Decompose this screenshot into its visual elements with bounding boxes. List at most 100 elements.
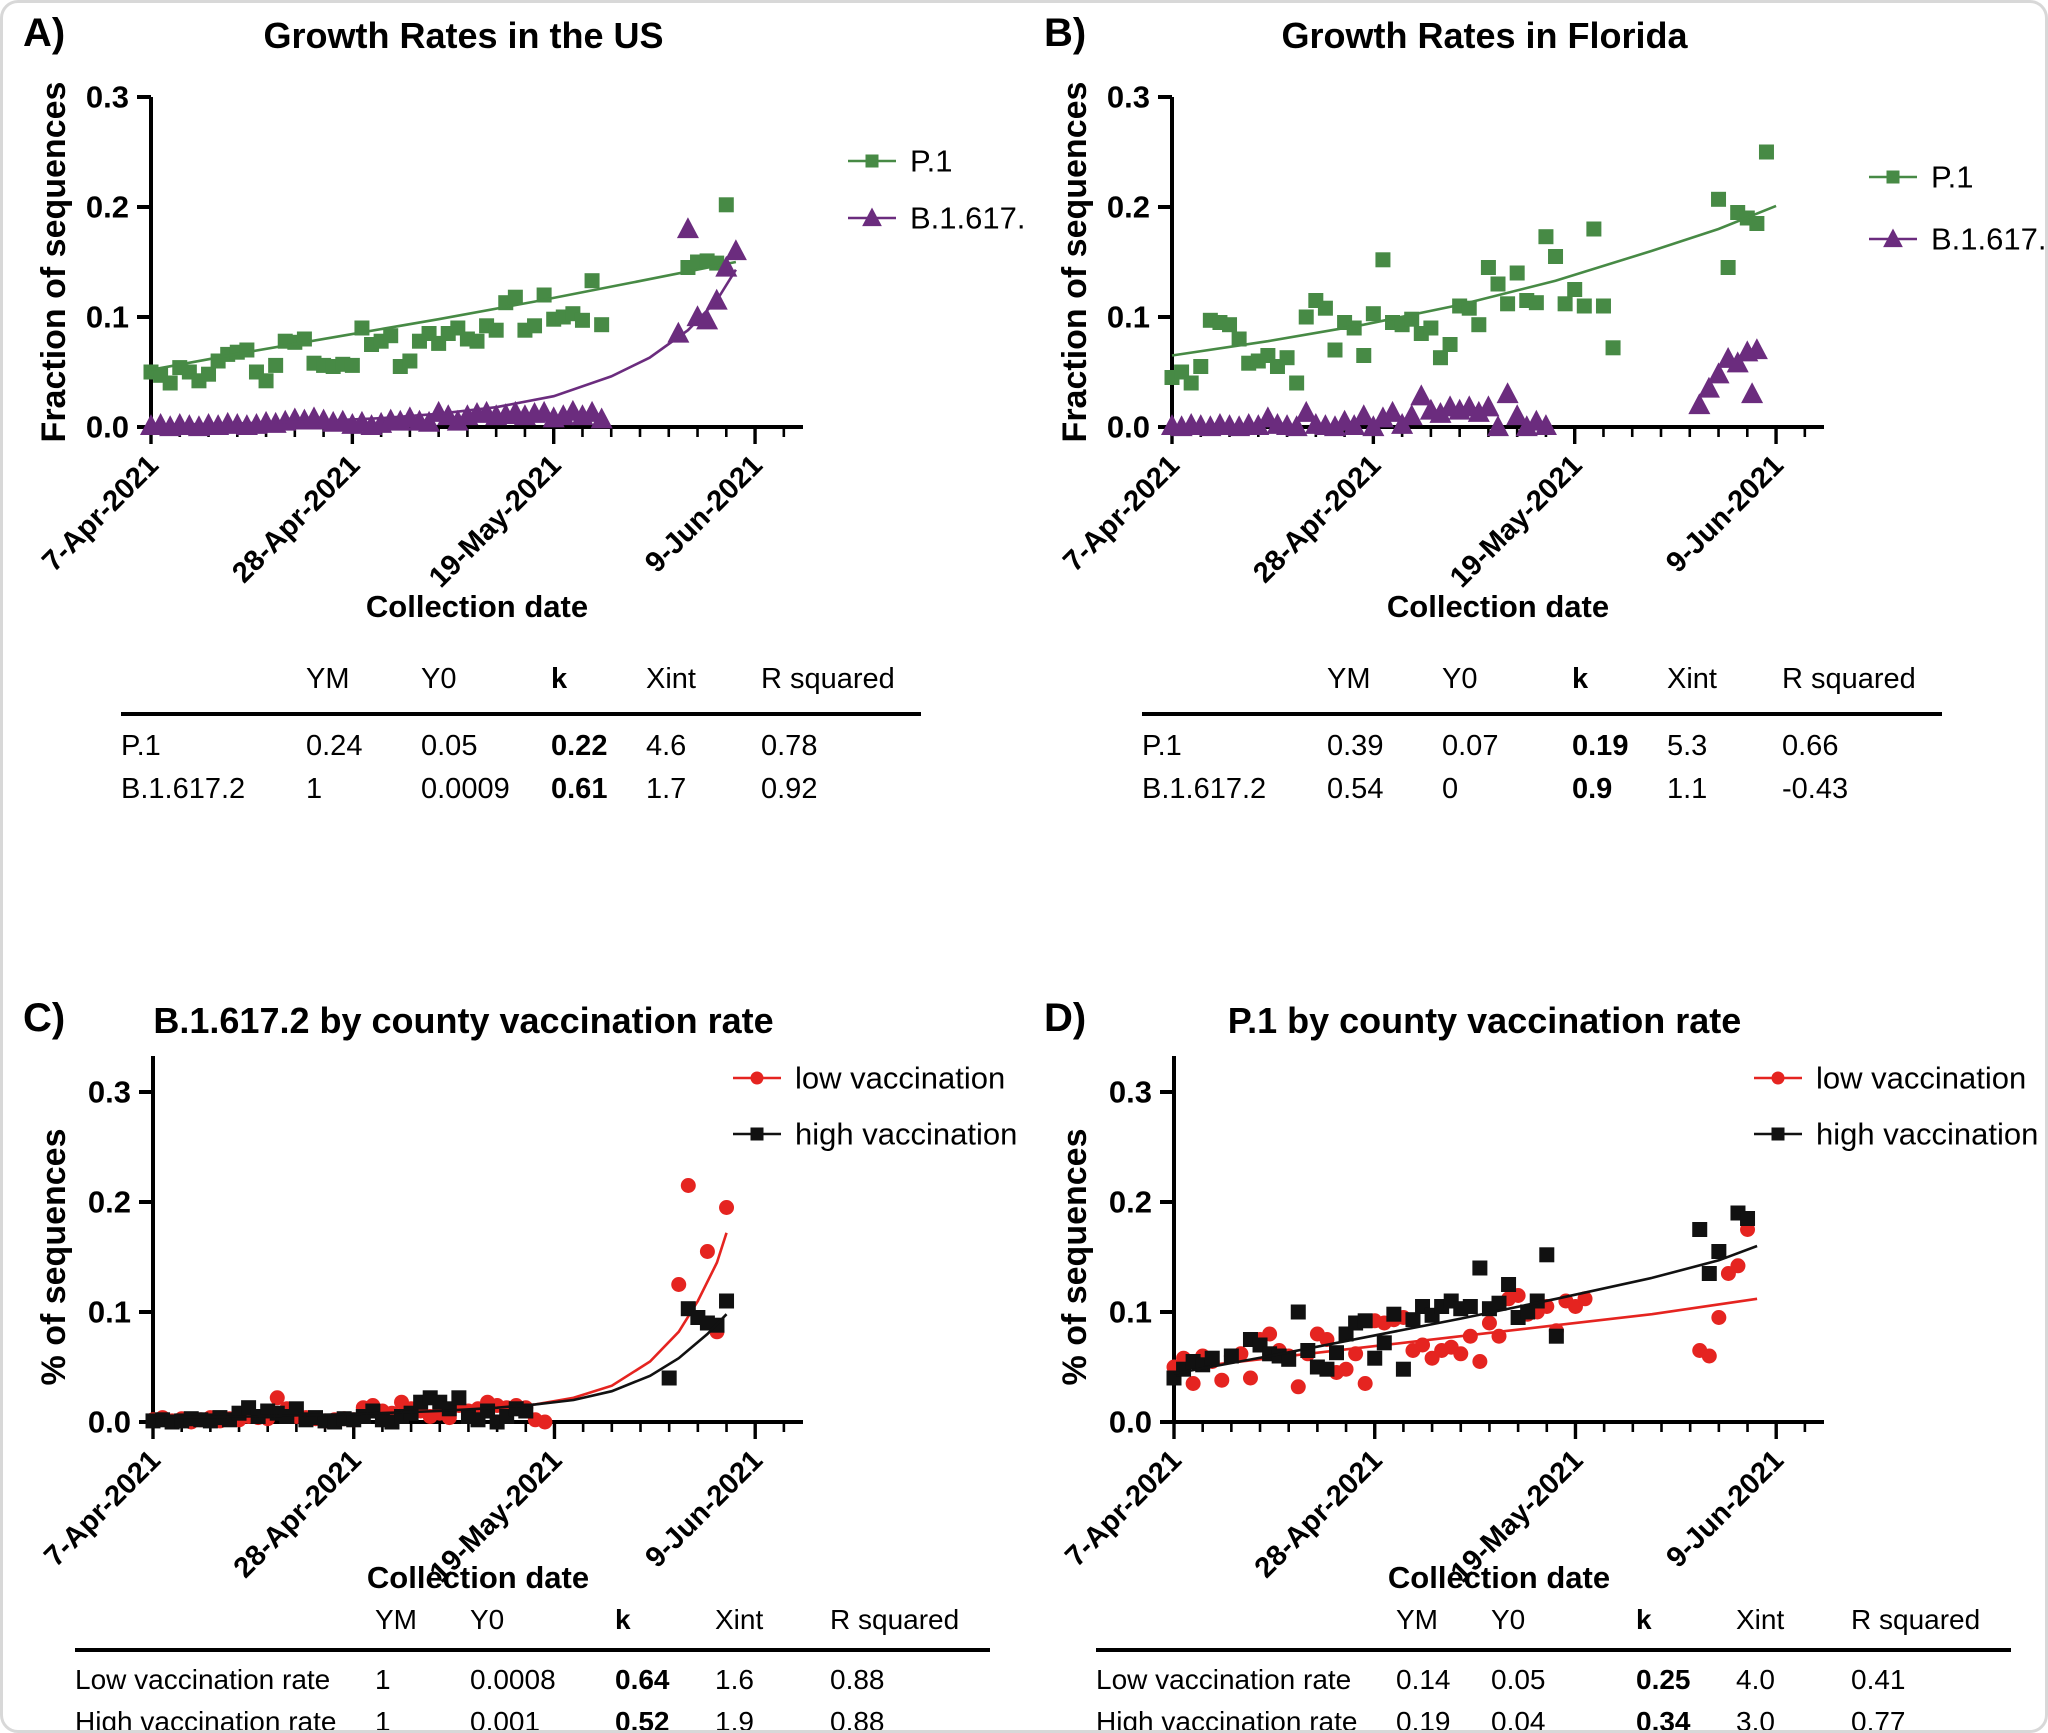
x-tick-label: 7-Apr-2021 bbox=[1059, 1444, 1188, 1573]
panel-a: A) Growth Rates in the US 0.0 0.1 0.2 0.3 7-… bbox=[3, 3, 1024, 988]
square-marker bbox=[1386, 1306, 1402, 1322]
stats-row-label: B.1.617.2 bbox=[121, 773, 246, 805]
square-marker bbox=[719, 1293, 735, 1309]
square-marker bbox=[1548, 1328, 1564, 1344]
square-marker bbox=[1509, 265, 1525, 281]
square-marker bbox=[1771, 1127, 1785, 1141]
stats-value: 1 bbox=[375, 1664, 391, 1695]
stats-header-xint: Xint bbox=[1667, 663, 1717, 695]
chart-growth-rates-us: 0.0 0.1 0.2 0.3 7-Apr-2021 28-Apr-2021 19-May-… bbox=[35, 80, 1024, 625]
stats-value: 1 bbox=[375, 1706, 391, 1733]
y-tick-label: 0.1 bbox=[1109, 1295, 1152, 1330]
square-marker bbox=[1720, 260, 1736, 275]
square-marker bbox=[1317, 300, 1333, 316]
square-marker bbox=[1365, 306, 1381, 322]
panel-b: B) Growth Rates in Florida 0.0 0.1 0.2 0.3 7… bbox=[1024, 3, 2045, 988]
triangle-marker bbox=[1429, 402, 1452, 423]
square-marker bbox=[1567, 282, 1583, 297]
circle-marker bbox=[719, 1200, 735, 1215]
fit-line bbox=[152, 1232, 728, 1420]
y-axis-title: Fraction of sequences bbox=[35, 82, 73, 443]
square-marker bbox=[201, 366, 217, 382]
circle-marker bbox=[1771, 1071, 1785, 1085]
square-marker bbox=[1500, 296, 1516, 312]
stats-header-empty bbox=[75, 1604, 375, 1650]
triangle-marker bbox=[1745, 338, 1768, 360]
square-marker bbox=[1749, 216, 1765, 231]
stats-header-k: k bbox=[615, 1604, 631, 1635]
square-marker bbox=[1711, 191, 1727, 207]
legend-label: B.1.617.2 bbox=[1931, 222, 2045, 257]
y-tick-label: 0.0 bbox=[86, 410, 129, 445]
triangle-marker bbox=[1477, 395, 1500, 417]
square-marker bbox=[1279, 350, 1295, 366]
circle-marker bbox=[1711, 1310, 1727, 1325]
panel-b-head: B) Growth Rates in Florida bbox=[1024, 3, 2045, 57]
square-marker bbox=[1432, 350, 1448, 366]
triangle-marker bbox=[1726, 351, 1749, 373]
stats-table: YM Y0 k Xint R squared Low vaccination rate 1 0… bbox=[75, 1604, 990, 1733]
x-tick-label: 7-Apr-2021 bbox=[38, 1444, 167, 1573]
triangle-marker bbox=[1467, 400, 1490, 422]
circle-marker bbox=[750, 1071, 764, 1085]
stats-value: 0.07 bbox=[1442, 730, 1499, 762]
stats-value: 0.88 bbox=[830, 1706, 885, 1733]
x-axis-title: Collection date bbox=[367, 1560, 589, 1595]
stats-row-label: P.1 bbox=[1142, 730, 1182, 762]
stats-value: 1.9 bbox=[715, 1706, 754, 1733]
y-tick-label: 0.1 bbox=[88, 1295, 131, 1330]
triangle-marker bbox=[715, 255, 738, 277]
square-marker bbox=[268, 357, 284, 373]
square-marker bbox=[865, 154, 879, 168]
stats-value: 1.1 bbox=[1667, 773, 1708, 805]
stats-header-ym: YM bbox=[1327, 663, 1371, 695]
square-marker bbox=[1183, 375, 1199, 391]
x-tick-label: 19-May-2021 bbox=[1444, 449, 1589, 594]
circle-marker bbox=[1214, 1372, 1230, 1388]
triangle-marker bbox=[1381, 400, 1404, 422]
circle-marker bbox=[1338, 1361, 1354, 1377]
stats-value: 0.24 bbox=[306, 730, 363, 762]
square-marker bbox=[1692, 1222, 1708, 1237]
triangle-marker bbox=[1371, 406, 1394, 428]
legend: low vaccination high vaccination bbox=[733, 1061, 1017, 1152]
circle-marker bbox=[1481, 1315, 1497, 1331]
stats-value: 0.64 bbox=[615, 1664, 670, 1695]
triangle-marker bbox=[1496, 382, 1519, 404]
square-marker bbox=[383, 328, 399, 344]
square-marker bbox=[1711, 1244, 1727, 1259]
y-tick-label: 0.2 bbox=[1109, 1185, 1152, 1220]
x-tick-label: 9-Jun-2021 bbox=[639, 449, 769, 579]
square-marker bbox=[1356, 348, 1372, 363]
triangle-marker bbox=[1515, 415, 1538, 437]
stats-value: 0.77 bbox=[1851, 1706, 1906, 1733]
stats-value: 0.04 bbox=[1491, 1706, 1546, 1733]
circle-marker bbox=[1185, 1376, 1201, 1391]
stats-row: High vaccination rate 0.19 0.04 0.34 3.0 0.77 bbox=[1096, 1700, 2011, 1733]
square-marker bbox=[1395, 1361, 1411, 1377]
triangle-marker bbox=[1697, 376, 1720, 398]
stats-value: 0.78 bbox=[761, 730, 818, 762]
triangle-marker bbox=[1352, 404, 1375, 426]
square-marker bbox=[574, 312, 590, 328]
y-tick-label: 0.3 bbox=[88, 1075, 131, 1110]
x-tick-label: 28-Apr-2021 bbox=[226, 449, 366, 589]
fit-line bbox=[150, 269, 737, 427]
triangle-marker bbox=[446, 409, 469, 431]
stats-row: Low vaccination rate 1 0.0008 0.64 1.6 0.88 bbox=[75, 1650, 990, 1700]
square-marker bbox=[1405, 1312, 1421, 1328]
circle-marker bbox=[1453, 1346, 1469, 1362]
y-axis-title: Fraction of sequences bbox=[1056, 82, 1094, 443]
stats-value: 3.0 bbox=[1736, 1706, 1775, 1733]
triangle-marker bbox=[590, 407, 613, 429]
stats-header-r-squared: R squared bbox=[761, 663, 895, 695]
fit-line bbox=[150, 260, 737, 372]
circle-marker bbox=[1472, 1354, 1488, 1369]
triangle-marker bbox=[676, 217, 699, 239]
y-axis-title: % of sequences bbox=[35, 1129, 73, 1386]
square-marker bbox=[594, 317, 610, 333]
square-marker bbox=[1490, 276, 1506, 292]
square-marker bbox=[518, 1403, 534, 1419]
circle-marker bbox=[537, 1414, 553, 1430]
stats-header-ym: YM bbox=[306, 663, 350, 695]
